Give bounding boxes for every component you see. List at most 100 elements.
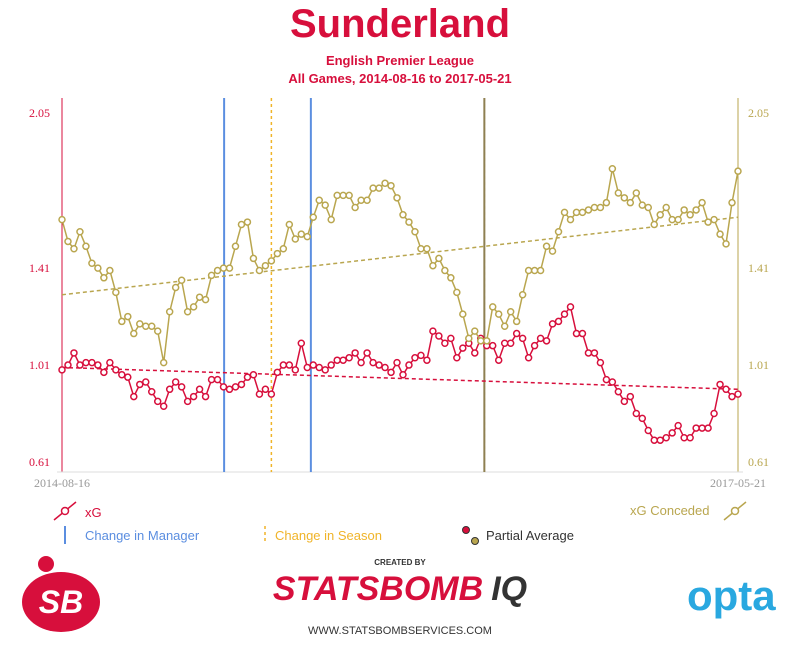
series-0-point-72 bbox=[488, 341, 497, 350]
series-0-point-69 bbox=[471, 349, 479, 357]
legend-xg-conceded-icon-dot bbox=[730, 506, 740, 516]
series-1-point-83 bbox=[554, 228, 563, 236]
series-0-point-89 bbox=[590, 349, 599, 357]
series-0-point-91 bbox=[602, 375, 611, 384]
series-1-point-26 bbox=[213, 266, 222, 275]
legend-partial-average-label: Partial Average bbox=[486, 528, 574, 543]
series-1-point-82 bbox=[548, 247, 557, 255]
x-end-label: 2017-05-21 bbox=[710, 476, 766, 490]
series-1-point-53 bbox=[375, 184, 383, 192]
series-0-point-77 bbox=[518, 334, 527, 343]
series-1-point-38 bbox=[285, 220, 294, 229]
series-0-point-47 bbox=[339, 356, 347, 364]
series-0-point-93 bbox=[614, 387, 623, 396]
legend-partial-avg-dot-1 bbox=[462, 526, 470, 534]
series-1-point-84 bbox=[560, 208, 569, 217]
series-1-point-6 bbox=[94, 264, 102, 272]
series-0-point-19 bbox=[171, 378, 180, 386]
series-1-point-36 bbox=[273, 249, 282, 258]
series-1-point-24 bbox=[201, 295, 210, 304]
statsbomb-iq-brand: STATSBOMB IQ bbox=[0, 570, 800, 609]
series-0-point-36 bbox=[273, 368, 282, 377]
series-1-point-72 bbox=[488, 303, 497, 311]
series-1-point-68 bbox=[465, 334, 473, 343]
sb-logo-text: SB bbox=[22, 572, 100, 632]
series-0-point-96 bbox=[632, 409, 641, 418]
series-0-point-63 bbox=[435, 332, 443, 340]
series-0-point-31 bbox=[243, 373, 252, 381]
series-0-point-74 bbox=[500, 339, 509, 347]
statsbomb-logo: SB bbox=[22, 556, 100, 632]
series-1-point-85 bbox=[566, 215, 575, 224]
series-1-point-93 bbox=[614, 189, 623, 197]
series-0-point-21 bbox=[183, 397, 192, 406]
series-0-point-84 bbox=[560, 310, 569, 318]
series-0-point-111 bbox=[722, 385, 730, 394]
series-0-point-52 bbox=[369, 358, 377, 367]
series-1-point-106 bbox=[692, 206, 700, 214]
series-0-point-110 bbox=[716, 380, 724, 389]
series-0-point-33 bbox=[255, 390, 264, 398]
series-0-point-5 bbox=[88, 358, 96, 367]
series-0-point-62 bbox=[429, 327, 437, 335]
series-0-point-53 bbox=[375, 361, 383, 369]
series-1-point-86 bbox=[572, 208, 581, 217]
series-1-point-15 bbox=[147, 322, 156, 331]
series-1-point-90 bbox=[596, 203, 605, 212]
series-0-point-88 bbox=[584, 349, 593, 357]
series-0-point-14 bbox=[142, 378, 150, 386]
series-1-point-67 bbox=[459, 310, 467, 318]
legend-xg-icon-dot bbox=[60, 506, 70, 516]
series-1-point-49 bbox=[351, 203, 359, 212]
series-0-point-12 bbox=[130, 392, 138, 401]
series-1-point-76 bbox=[512, 317, 521, 326]
series-1-point-70 bbox=[477, 337, 485, 345]
series-0-point-46 bbox=[333, 356, 341, 364]
series-0-point-90 bbox=[596, 358, 605, 367]
series-0-point-42 bbox=[309, 361, 318, 369]
series-1-point-107 bbox=[698, 198, 706, 207]
series-0-point-66 bbox=[453, 354, 461, 362]
created-by-text: CREATED BY bbox=[374, 558, 426, 567]
series-1-point-34 bbox=[261, 261, 270, 270]
series-0-point-102 bbox=[668, 429, 676, 437]
series-1-point-74 bbox=[500, 322, 509, 331]
series-1-point-43 bbox=[315, 196, 323, 204]
series-0-point-29 bbox=[231, 383, 240, 391]
series-1-point-29 bbox=[231, 242, 240, 251]
series-1-point-95 bbox=[626, 198, 635, 207]
series-1-point-58 bbox=[405, 218, 413, 226]
y-tick-right-0.61: 0.61 bbox=[748, 455, 769, 469]
date-range-subtitle: All Games, 2014-08-16 to 2017-05-21 bbox=[288, 71, 512, 86]
series-0-point-2 bbox=[70, 349, 78, 357]
series-0-point-64 bbox=[441, 339, 449, 347]
series-1-point-60 bbox=[417, 244, 425, 253]
series-1-point-80 bbox=[536, 266, 545, 275]
series-0-point-30 bbox=[237, 380, 246, 389]
series-0-point-43 bbox=[315, 363, 323, 372]
series-0-point-57 bbox=[399, 371, 407, 379]
series-0-point-81 bbox=[542, 337, 551, 345]
series-1-point-88 bbox=[584, 206, 593, 214]
series-1-point-63 bbox=[435, 254, 443, 263]
series-0-point-25 bbox=[207, 375, 216, 384]
series-1-point-40 bbox=[297, 230, 306, 238]
series-1-point-37 bbox=[279, 244, 288, 253]
series-0-point-100 bbox=[656, 436, 664, 444]
series-0-point-92 bbox=[608, 378, 617, 386]
y-tick-right-1.41: 1.41 bbox=[748, 261, 769, 275]
series-0-point-73 bbox=[494, 356, 503, 364]
series-1-point-111 bbox=[722, 240, 730, 248]
series-0-point-97 bbox=[638, 414, 647, 423]
series-1-point-46 bbox=[333, 191, 341, 200]
series-0-point-61 bbox=[423, 356, 431, 364]
series-1-point-51 bbox=[363, 196, 371, 204]
legend-season-label: Change in Season bbox=[275, 528, 382, 543]
series-0-point-49 bbox=[351, 349, 359, 357]
series-1-point-39 bbox=[291, 235, 300, 243]
series-0-point-78 bbox=[524, 354, 533, 362]
series-1-point-112 bbox=[728, 198, 736, 207]
series-0-point-94 bbox=[620, 397, 629, 406]
series-0-point-98 bbox=[644, 426, 653, 435]
series-1-point-71 bbox=[482, 337, 491, 345]
